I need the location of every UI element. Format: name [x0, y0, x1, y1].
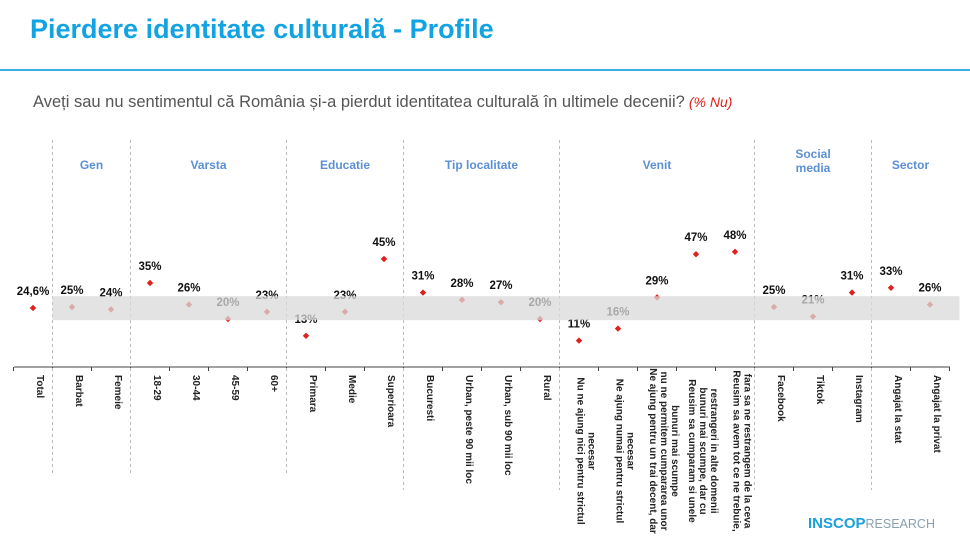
category-label: Ne ajung pentru un trai decent, darnu ne…: [647, 368, 680, 534]
data-label: 31%: [411, 271, 434, 283]
data-point: [419, 289, 427, 296]
data-label: 24,6%: [17, 286, 50, 298]
category-label: Instagram: [853, 375, 864, 423]
data-label: 45%: [372, 237, 395, 249]
category-label: Nu ne ajung nici pentru strictulnecesar: [575, 377, 597, 524]
data-label: 28%: [450, 278, 473, 290]
data-point: [302, 332, 310, 339]
category-label: Angajat la stat: [892, 375, 903, 444]
data-point: [29, 304, 37, 312]
data-label: 35%: [138, 261, 161, 273]
data-label: 27%: [489, 280, 512, 292]
category-label: Bucuresti: [424, 375, 435, 421]
data-point: [887, 284, 895, 291]
category-label: Angajat la privat: [931, 375, 942, 453]
data-label: 11%: [568, 319, 590, 331]
category-label: Ne ajung numai pentru strictulnecesar: [614, 379, 636, 524]
question-note: (% Nu): [688, 94, 733, 110]
data-point: [692, 251, 700, 258]
group-label: Varsta: [190, 158, 226, 172]
data-label: 25%: [762, 285, 785, 297]
data-label: 29%: [645, 275, 668, 287]
data-label: 26%: [177, 283, 200, 295]
group-label: Educatie: [320, 158, 370, 172]
data-label: 48%: [723, 230, 746, 242]
data-point: [731, 248, 739, 255]
category-label: Urban, sub 90 mii loc: [502, 375, 513, 476]
data-label: 25%: [60, 285, 83, 297]
data-point: [146, 279, 154, 287]
category-label: 60+: [268, 375, 279, 392]
page-title: Pierdere identitate culturală - Profile: [30, 14, 494, 44]
category-label: Tiktok: [814, 375, 825, 405]
category-label: Urban, peste 90 mii loc: [463, 375, 474, 484]
question-text: Aveți sau nu sentimentul că România și-a…: [33, 93, 685, 111]
data-label: 33%: [879, 266, 902, 278]
category-label: 18-29: [151, 375, 162, 401]
data-point: [575, 337, 583, 344]
category-label: Reusim sa cumparam si unelebunuri mai sc…: [686, 379, 719, 523]
category-label: Facebook: [775, 375, 786, 422]
title-divider: [0, 69, 970, 71]
data-point: [614, 325, 622, 332]
category-label: Primara: [307, 375, 318, 413]
group-label: Social media: [795, 147, 830, 175]
category-label: Barbat: [73, 375, 84, 407]
group-label: Gen: [80, 158, 103, 172]
category-label: 45-59: [229, 375, 240, 401]
category-label: Reusim sa avem tot ce ne trebuie,fara sa…: [731, 370, 753, 531]
category-label: Medie: [346, 375, 357, 404]
data-label: 31%: [840, 271, 863, 283]
category-label: Superioara: [385, 375, 396, 428]
survey-question: Aveți sau nu sentimentul că România și-a…: [33, 93, 732, 112]
category-label: Total: [34, 375, 45, 398]
category-label: Femeie: [112, 375, 123, 410]
inscop-logo: INSCOPRESEARCH: [808, 515, 935, 532]
logo-main: INSCOP: [808, 515, 866, 532]
group-label: Venit: [643, 158, 672, 172]
category-label: Rural: [541, 375, 552, 401]
average-band: [52, 296, 960, 321]
data-point: [848, 289, 856, 296]
data-label: 47%: [684, 232, 707, 244]
group-label: Tip localitate: [445, 158, 518, 172]
category-label: 30-44: [190, 375, 201, 401]
logo-sub: RESEARCH: [865, 517, 935, 531]
group-label: Sector: [892, 158, 930, 172]
data-point: [380, 255, 388, 263]
data-label: 26%: [918, 283, 941, 295]
